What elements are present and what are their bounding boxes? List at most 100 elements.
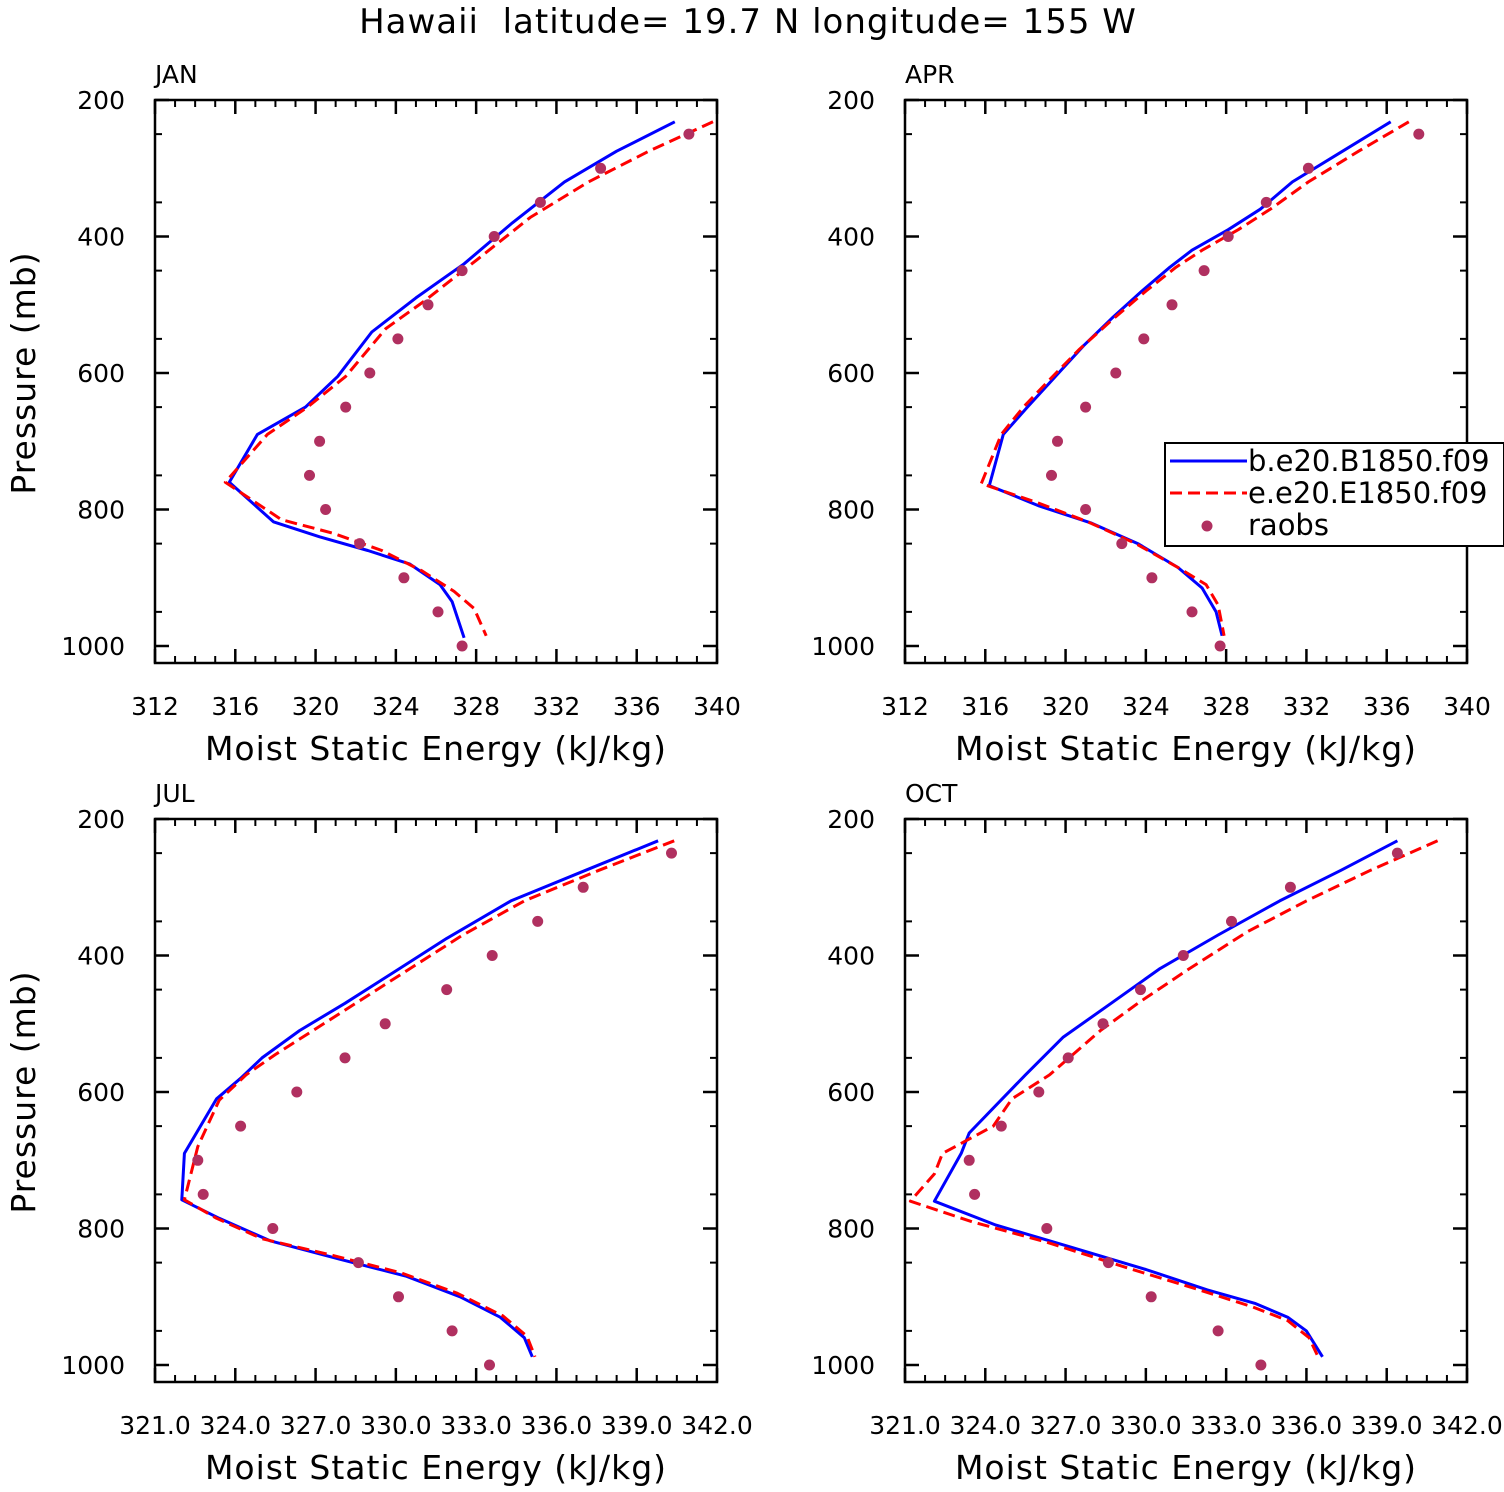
x-tick-label: 340 xyxy=(693,692,741,721)
raobs-point xyxy=(1052,435,1063,447)
y-tick-label: 600 xyxy=(827,1078,875,1107)
raobs-point xyxy=(320,504,332,515)
y-tick-label: 800 xyxy=(827,1215,875,1244)
legend-marker-raobs xyxy=(1201,520,1213,532)
raobs-point xyxy=(339,1052,351,1064)
ticks-apr: 312 316 320 324 328 332 336 340 200 400 600 800 1000 xyxy=(811,86,1490,721)
legend-label: e.e20.E1850.f09 xyxy=(1248,476,1487,510)
raobs-point xyxy=(192,1154,204,1166)
raobs-point xyxy=(1138,333,1150,345)
panel-apr: APR 312 316 320 324 328 332 336 340 200 400 600 800 1… xyxy=(811,60,1490,768)
panel-title-apr: APR xyxy=(905,60,955,89)
x-tick-label: 332 xyxy=(1283,692,1331,721)
x-tick-label: 340 xyxy=(1443,692,1491,721)
raobs-point xyxy=(1102,1257,1114,1269)
raobs-point xyxy=(1226,915,1237,927)
raobs-point xyxy=(352,1257,364,1269)
raobs-point xyxy=(235,1120,247,1132)
y-tick-label: 400 xyxy=(77,942,125,971)
raobs-points-apr xyxy=(1046,128,1425,652)
raobs-point xyxy=(456,265,468,277)
raobs-point xyxy=(393,1291,404,1303)
plot-frame-apr xyxy=(903,98,1469,665)
ticks-jan: 312 316 320 324 328 332 336 340 200 400 600 800 1000 xyxy=(61,86,740,721)
raobs-point xyxy=(1222,231,1234,242)
ticks-oct: 321.0 324.0 327.0 330.0 333.0 336.0 339.0 342.0… xyxy=(811,805,1502,1440)
series-e-line-jan xyxy=(223,120,714,637)
x-tick-label: 336 xyxy=(1363,692,1411,721)
y-tick-label: 800 xyxy=(77,496,125,525)
raobs-point xyxy=(441,984,453,996)
raobs-point xyxy=(456,640,468,652)
y-tick-label: 600 xyxy=(77,359,125,388)
raobs-point xyxy=(963,1154,975,1166)
y-tick-label: 1000 xyxy=(811,1351,875,1380)
y-tick-label: 200 xyxy=(77,805,125,834)
x-tick-label: 336 xyxy=(613,692,661,721)
raobs-point xyxy=(488,231,500,242)
raobs-point xyxy=(1097,1018,1109,1030)
raobs-point xyxy=(1080,504,1092,515)
y-tick-label: 1000 xyxy=(61,632,125,661)
raobs-point xyxy=(666,847,677,859)
x-tick-label: 320 xyxy=(1042,692,1090,721)
x-tick-label: 332 xyxy=(533,692,581,721)
raobs-point xyxy=(969,1188,981,1200)
series-e-line-apr xyxy=(979,120,1410,637)
y-tick-label: 400 xyxy=(827,942,875,971)
series-b-line-jan xyxy=(227,120,676,639)
raobs-point xyxy=(422,299,434,311)
raobs-point xyxy=(291,1086,303,1098)
plot-frame-oct xyxy=(903,817,1469,1384)
panel-jan: JAN 312 316 320 324 328 332 336 340 200 400 600 800 1… xyxy=(4,60,741,768)
raobs-point xyxy=(398,572,410,584)
raobs-point xyxy=(1214,640,1226,652)
x-tick-label: 339.0 xyxy=(601,1411,673,1440)
raobs-point xyxy=(1260,196,1272,208)
y-tick-label: 400 xyxy=(77,223,125,252)
figure-title: Hawaii latitude= 19.7 N longitude= 155 W xyxy=(359,2,1137,42)
y-tick-label: 600 xyxy=(827,359,875,388)
raobs-point xyxy=(1110,367,1122,379)
x-axis-label-apr: Moist Static Energy (kJ/kg) xyxy=(955,729,1417,768)
raobs-point xyxy=(1145,1291,1157,1303)
x-tick-label: 324 xyxy=(1122,692,1170,721)
x-tick-label: 328 xyxy=(452,692,500,721)
legend-label: b.e20.B1850.f09 xyxy=(1248,444,1490,478)
x-tick-label: 312 xyxy=(131,692,179,721)
raobs-point xyxy=(1391,847,1403,859)
raobs-point xyxy=(432,606,444,618)
raobs-point xyxy=(446,1325,458,1337)
raobs-point xyxy=(1166,299,1178,311)
x-tick-label: 342.0 xyxy=(681,1411,753,1440)
x-tick-label: 321.0 xyxy=(869,1411,941,1440)
raobs-point xyxy=(314,435,326,447)
x-axis-label-oct: Moist Static Energy (kJ/kg) xyxy=(955,1448,1417,1487)
x-axis-label-jul: Moist Static Energy (kJ/kg) xyxy=(205,1448,667,1487)
raobs-point xyxy=(532,915,544,927)
y-tick-label: 600 xyxy=(77,1078,125,1107)
y-tick-label: 800 xyxy=(77,1215,125,1244)
series-e-line-jul xyxy=(182,839,675,1358)
raobs-point xyxy=(1046,469,1057,481)
legend-label: raobs xyxy=(1248,508,1329,542)
y-tick-label: 1000 xyxy=(811,632,875,661)
raobs-point xyxy=(486,950,498,961)
x-tick-label: 324 xyxy=(372,692,420,721)
raobs-point xyxy=(392,333,404,345)
x-tick-label: 342.0 xyxy=(1431,1411,1503,1440)
panels: JAN 312 316 320 324 328 332 336 340 200 400 600 800 1… xyxy=(4,60,1504,1487)
raobs-point xyxy=(1146,572,1158,584)
raobs-point xyxy=(1116,538,1128,550)
raobs-point xyxy=(534,196,546,208)
raobs-point xyxy=(1080,401,1092,413)
y-axis-label-jan: Pressure (mb) xyxy=(4,251,43,494)
raobs-point xyxy=(1413,128,1425,140)
x-tick-label: 339.0 xyxy=(1351,1411,1423,1440)
series-b-line-oct xyxy=(932,839,1399,1358)
x-tick-label: 327.0 xyxy=(280,1411,352,1440)
x-tick-label: 316 xyxy=(211,692,259,721)
raobs-point xyxy=(577,881,589,893)
y-tick-label: 400 xyxy=(827,223,875,252)
